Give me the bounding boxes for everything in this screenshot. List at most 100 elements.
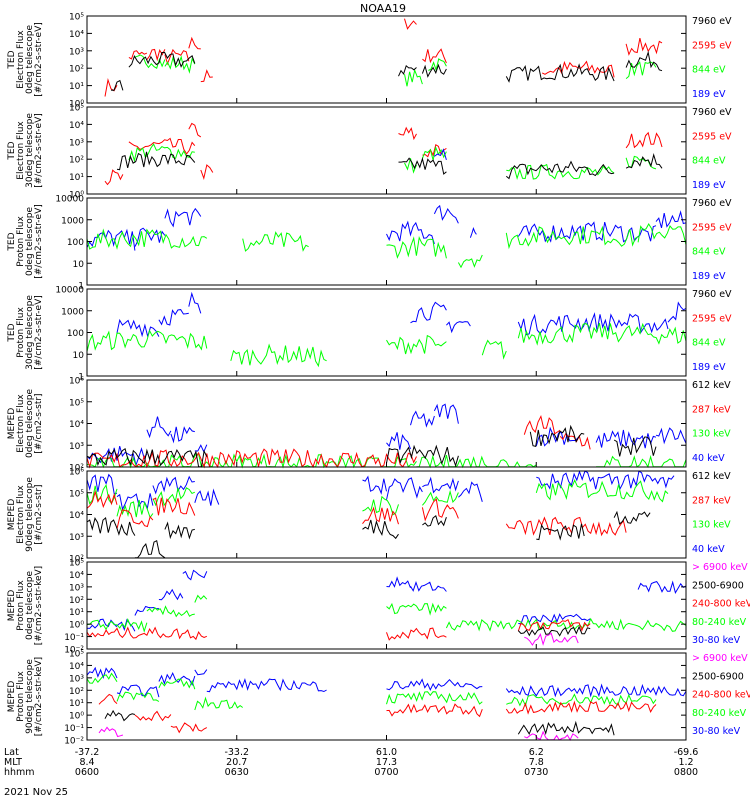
x-tick-label: 0730 xyxy=(524,767,548,778)
y-axis-label: [#/cm2-s-str-keV] xyxy=(34,566,44,645)
y-axis-label: TED xyxy=(7,50,17,69)
series-2500-6900 xyxy=(517,625,591,637)
series-trace xyxy=(164,207,202,228)
series-trace xyxy=(188,36,201,50)
y-tick-label: 10¹ xyxy=(69,82,84,92)
y-tick-label: 1000 xyxy=(61,307,84,317)
x-tick-label: -37.2 xyxy=(75,747,100,758)
y-tick-label: 10⁰ xyxy=(69,621,84,631)
series-trace xyxy=(134,539,166,559)
series-trace xyxy=(421,498,459,522)
series-trace xyxy=(404,18,417,30)
legend-entry: 2595 eV xyxy=(692,313,732,324)
legend-entry: 2595 eV xyxy=(692,131,732,142)
series-trace xyxy=(194,669,208,676)
y-axis-label: 0deg telescope xyxy=(25,25,35,95)
series-trace xyxy=(433,403,459,424)
series-7960-ev xyxy=(110,50,663,91)
series-trace xyxy=(421,145,447,161)
y-axis-label: 0deg telescope xyxy=(25,571,35,641)
series-trace xyxy=(86,617,148,633)
y-tick-label: 10⁻¹ xyxy=(64,724,84,734)
series-trace xyxy=(152,487,195,507)
legend-entry: 2595 eV xyxy=(692,40,732,51)
series-trace xyxy=(386,236,447,259)
y-axis-label: 0deg telescope xyxy=(25,207,35,277)
series-2595-ev xyxy=(104,18,663,97)
series-trace xyxy=(146,605,195,618)
series-trace xyxy=(416,454,537,469)
x-axis-row-label: hhmm xyxy=(4,767,35,778)
y-axis-label: Electron Flux xyxy=(16,485,26,544)
panel-frame xyxy=(86,561,687,650)
y-tick-label: 10⁻² xyxy=(64,646,84,656)
series-trace xyxy=(655,427,687,445)
series-trace xyxy=(386,334,447,355)
panel-5: 10² 10³ 10⁴ 10⁵ 10⁶ MEPED Electron Flux 0deg te… xyxy=(7,377,731,474)
y-tick-label: 10² xyxy=(69,464,84,474)
series-612-kev xyxy=(86,510,651,559)
y-axis-label: Proton Flux xyxy=(16,307,26,358)
series-trace xyxy=(86,490,118,509)
y-tick-label: 10000 xyxy=(55,195,84,205)
series-trace xyxy=(116,151,196,171)
series-2595-ev xyxy=(104,122,663,186)
series-trace xyxy=(386,444,459,468)
series-trace xyxy=(86,445,148,467)
series-612-kev xyxy=(86,424,657,468)
series-trace xyxy=(386,602,447,616)
y-axis-label: MEPED xyxy=(7,408,17,440)
series-trace xyxy=(110,79,124,91)
series-trace xyxy=(422,514,447,527)
legend-entry: > 6900 keV xyxy=(692,562,748,573)
series-trace xyxy=(128,51,196,68)
panel-4: 1 10 100 1000 10000 TED Proton Flux 30deg teles… xyxy=(7,286,732,383)
x-tick-label: 0700 xyxy=(374,767,398,778)
series-240-800-kev xyxy=(98,693,657,734)
y-tick-label: 10⁴ xyxy=(69,662,84,672)
y-axis-label: [#/cm2-s-str-keV] xyxy=(34,657,44,736)
series-trace xyxy=(596,454,687,469)
series-trace xyxy=(164,521,195,540)
y-axis-label: [#/cm2-s-str-eV] xyxy=(34,113,44,188)
series-trace xyxy=(535,479,669,503)
series-trace xyxy=(637,580,687,594)
y-tick-label: 10⁴ xyxy=(69,511,84,521)
y-axis-label: MEPED xyxy=(7,499,17,531)
series-trace xyxy=(398,64,417,77)
series-trace xyxy=(613,510,651,525)
y-tick-label: 10000 xyxy=(55,286,84,296)
series-trace xyxy=(158,678,196,690)
panel-1: 10⁰ 10¹ 10² 10³ 10⁴ 10⁵ TED Electron Flux 0deg t… xyxy=(7,13,732,110)
panel-2: 10⁰ 10¹ 10² 10³ 10⁴ 10⁵ TED Electron Flux 30deg … xyxy=(7,104,732,201)
series-trace xyxy=(194,488,220,506)
series-trace xyxy=(428,58,447,72)
series-trace xyxy=(529,424,585,448)
series-trace xyxy=(434,148,447,161)
series-trace xyxy=(518,613,591,625)
series--6900-kev xyxy=(98,726,579,742)
series-trace xyxy=(386,477,423,500)
y-tick-label: 1 xyxy=(78,282,84,292)
series-240-800-kev xyxy=(86,618,591,641)
series-trace xyxy=(386,703,483,718)
y-axis-label: 90deg telescope xyxy=(25,659,35,734)
series-trace xyxy=(116,684,160,698)
series-trace xyxy=(242,231,309,252)
legend-entry: 189 eV xyxy=(692,271,726,282)
legend-entry: 240-800 keV xyxy=(692,599,750,610)
y-tick-label: 10¹ xyxy=(69,699,84,709)
series-trace xyxy=(410,301,447,324)
x-tick-label: 0600 xyxy=(75,767,99,778)
series-trace xyxy=(505,63,615,83)
series-trace xyxy=(128,137,196,155)
panel-7: 10⁻² 10⁻¹ 10⁰ 10¹ 10² 10³ 10⁴ 10⁵ MEPED Proton Fl… xyxy=(7,559,750,656)
legend-entry: 30-80 keV xyxy=(692,726,741,737)
series-trace xyxy=(86,672,118,684)
series-trace xyxy=(386,432,411,450)
y-tick-label: 10⁰ xyxy=(69,712,84,722)
x-tick-label: 7.8 xyxy=(529,757,544,768)
series-trace xyxy=(86,516,136,537)
y-tick-label: 10 xyxy=(73,351,85,361)
